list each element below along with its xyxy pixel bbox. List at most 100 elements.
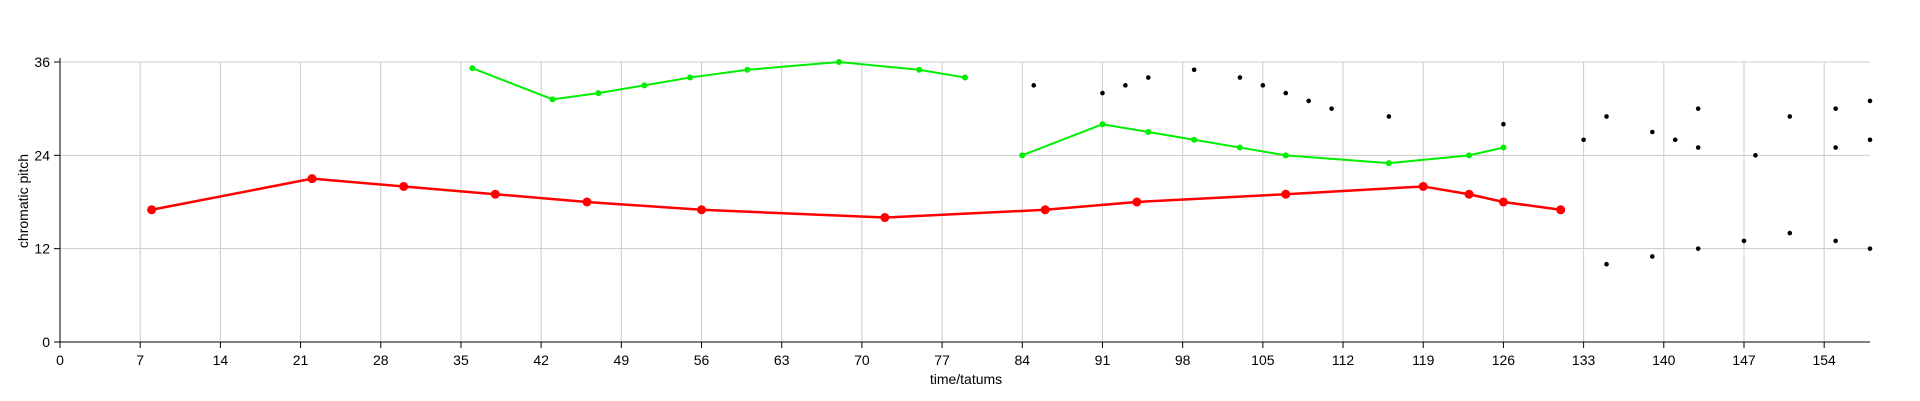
x-tick-label: 84 [1014,352,1030,368]
x-tick-label: 63 [774,352,790,368]
data-point [1650,129,1655,135]
data-point [582,197,592,207]
data-point [1466,152,1473,159]
data-point [1040,205,1050,215]
data-point [1191,67,1197,73]
series-green-1 [469,59,968,103]
data-point [1500,144,1507,151]
data-point [469,65,476,72]
y-tick-label: 24 [34,147,50,163]
data-point [1604,261,1609,267]
data-point [1283,90,1289,96]
data-point [1306,98,1311,104]
data-point [1236,144,1243,151]
data-point [1281,189,1291,199]
data-point [1695,106,1701,111]
x-tick-label: 147 [1732,352,1756,368]
data-point [1787,230,1793,236]
x-tick-label: 91 [1095,352,1111,368]
data-point [147,205,157,215]
x-tick-label: 154 [1812,352,1836,368]
data-point [307,174,317,184]
data-point [880,213,890,223]
data-point [1191,136,1198,143]
x-tick-label: 7 [136,352,144,368]
data-point [1501,121,1506,127]
data-point [1282,152,1289,159]
data-point [399,181,409,191]
data-point [595,90,602,97]
series-layer [147,59,1873,267]
x-tick-label: 28 [373,352,389,368]
data-point [1833,145,1838,150]
data-point [1260,83,1266,88]
data-point [1498,197,1508,207]
data-point [1145,75,1151,80]
x-tick-label: 0 [56,352,64,368]
axes: 0 7 14 21 28 35 42 49 56 63 70 77 84 91 98 105 112 119 126… [34,54,1870,368]
data-point [1672,137,1678,143]
data-point [1464,189,1474,199]
series-line [151,177,1561,219]
x-tick-label: 133 [1572,352,1596,368]
data-point [490,189,500,199]
data-point [1418,181,1428,191]
series-black-3 [1031,67,1873,267]
data-point [835,59,842,65]
data-point [1695,145,1701,150]
y-tick-label: 0 [42,334,50,350]
data-point [1145,129,1152,135]
series-line [472,60,966,101]
data-point [1753,153,1758,158]
x-tick-label: 70 [854,352,870,368]
data-point [1123,83,1128,88]
data-point [1604,114,1609,119]
data-point [697,205,707,215]
data-point [1329,106,1334,111]
series-red-0 [147,174,1566,223]
grid [59,61,1870,343]
y-axis-label: chromatic pitch [15,154,31,248]
x-tick-label: 56 [694,352,710,368]
y-tick-label: 36 [34,54,50,70]
y-tick-label: 12 [34,241,50,257]
data-point [744,66,751,73]
x-tick-label: 42 [533,352,549,368]
data-point [1787,114,1793,119]
data-point [1867,246,1873,251]
data-point [1581,137,1586,143]
x-tick-label: 140 [1652,352,1676,368]
data-point [1385,160,1392,167]
data-point [641,82,648,89]
x-tick-label: 21 [293,352,309,368]
data-point [962,74,968,81]
data-point [1833,106,1838,111]
data-point [1650,254,1655,259]
data-point [1867,98,1873,104]
data-point [1237,75,1243,80]
data-point [1031,83,1037,88]
data-point [916,66,923,73]
data-point [687,74,694,81]
x-tick-label: 14 [213,352,229,368]
data-point [1556,205,1566,215]
x-tick-label: 112 [1332,352,1355,368]
data-point [1019,152,1026,159]
data-point [1099,121,1106,128]
x-tick-label: 105 [1251,352,1275,368]
data-point [1386,114,1392,119]
data-point [1867,137,1873,143]
x-tick-label: 119 [1412,352,1435,368]
x-tick-label: 49 [614,352,630,368]
series-green-2 [1019,121,1507,167]
data-point [1741,238,1747,244]
x-tick-label: 35 [453,352,469,368]
data-point [1100,90,1105,96]
data-point [1132,197,1142,207]
x-tick-label: 126 [1492,352,1516,368]
x-axis-label: time/tatums [930,371,1002,387]
data-point [1695,246,1701,251]
x-tick-label: 77 [934,352,950,368]
x-tick-label: 98 [1175,352,1191,368]
